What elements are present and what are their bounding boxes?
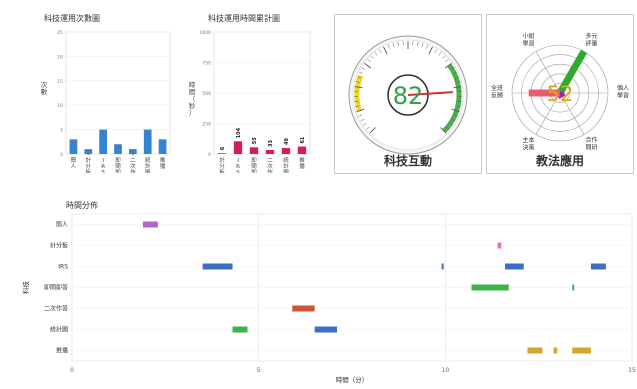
count-value-label: 3 bbox=[72, 141, 76, 147]
count-chart-title: 科技運用次數圖 bbox=[44, 13, 100, 23]
count-x-tick-label: 計分板 bbox=[86, 156, 92, 173]
time-bar bbox=[250, 147, 258, 154]
radar-title: 教法應用 bbox=[535, 153, 584, 168]
count-value-label: 1 bbox=[87, 151, 91, 157]
time-value-label: 6 bbox=[220, 146, 226, 150]
count-value-label: 5 bbox=[101, 132, 105, 138]
timeline-y-tick-label: IRS bbox=[58, 264, 68, 271]
count-y-axis-label: 次數 bbox=[41, 80, 48, 96]
gauge-value: 82 bbox=[393, 82, 424, 110]
timeline-x-tick-label: 15 bbox=[628, 367, 636, 374]
radar-axis-label: 合作問研 bbox=[585, 136, 597, 152]
radar-axis-label: 多元評量 bbox=[585, 32, 597, 48]
count-plot-area bbox=[66, 32, 170, 154]
timeline-segment bbox=[527, 348, 542, 354]
time-value-label: 33 bbox=[268, 139, 274, 146]
time-bar bbox=[218, 153, 226, 154]
count-y-tick-label: 25 bbox=[57, 30, 63, 36]
gauge-title: 科技互動 bbox=[384, 153, 432, 168]
timeline-x-tick-label: 5 bbox=[257, 367, 261, 374]
timeline-segment bbox=[203, 264, 233, 270]
count-value-label: 1 bbox=[131, 151, 135, 157]
count-x-tick-label: 即問即答 bbox=[115, 157, 121, 173]
radar-axis-label: 全班反饋 bbox=[491, 84, 503, 100]
time-y-tick-label: 0 bbox=[208, 152, 211, 158]
time-y-tick-label: 500 bbox=[202, 91, 211, 97]
count-x-tick-label: 推播 bbox=[160, 156, 166, 170]
time-x-tick-label: 推播 bbox=[299, 156, 305, 170]
time-chart-title: 科技運用時間累計圖 bbox=[208, 13, 280, 23]
timeline-x-tick-label: 10 bbox=[442, 367, 450, 374]
time-value-label: 104 bbox=[236, 127, 242, 138]
count-y-tick-label: 10 bbox=[57, 103, 63, 109]
timeline-segment bbox=[554, 348, 558, 354]
gauge-chart: 82 科技互動 bbox=[335, 15, 481, 173]
time-y-axis-label: 時間（秒） bbox=[189, 81, 196, 117]
radar-panel: 小組學習 多元評量個人學習合作問研 主本決策 全班反饋 52 教法應用 bbox=[486, 14, 634, 174]
timeline-segment bbox=[572, 348, 591, 354]
timeline-x-tick-label: 0 bbox=[70, 367, 74, 374]
timeline-segment bbox=[591, 264, 606, 270]
timeline-y-axis-label: 科技 bbox=[21, 281, 30, 295]
time-x-tick-label: 即問即答 bbox=[251, 157, 257, 173]
time-x-tick-label: 統計圖 bbox=[283, 156, 289, 173]
time-x-tick-label: 計分板 bbox=[219, 156, 225, 173]
count-value-label: 2 bbox=[116, 146, 120, 152]
count-bar-chart: 科技運用次數圖 0510152025次數3簡人1計分板5IRS2即問即答1二次作… bbox=[30, 8, 180, 173]
radar-axis-label: 個人學習 bbox=[617, 84, 629, 100]
radar-center-value: 52 bbox=[547, 82, 574, 106]
count-y-tick-label: 20 bbox=[57, 54, 63, 60]
time-y-tick-label: 1000 bbox=[200, 30, 212, 36]
time-y-tick-label: 250 bbox=[202, 122, 211, 128]
timeline-segment bbox=[505, 264, 524, 270]
count-x-tick-label: 二次作答 bbox=[130, 158, 136, 173]
timeline-segment bbox=[315, 327, 337, 333]
time-bar bbox=[298, 147, 306, 154]
count-y-tick-label: 0 bbox=[60, 152, 63, 158]
time-value-label: 49 bbox=[284, 138, 290, 145]
count-value-label: 3 bbox=[161, 141, 165, 147]
gauge-panel: 82 科技互動 bbox=[334, 14, 482, 174]
time-x-tick-label: 二次作答 bbox=[267, 158, 273, 173]
time-y-tick-label: 750 bbox=[202, 61, 211, 67]
time-value-label: 55 bbox=[252, 137, 258, 144]
timeline-y-tick-label: 簡人 bbox=[56, 221, 68, 229]
timeline-y-tick-label: 推播 bbox=[56, 347, 68, 355]
timeline-panel: 時間分佈 0 5 10 15 簡人計分板 IRS 即問即答二次作答統計圖推播時間（分） 科技 bbox=[20, 198, 637, 385]
time-bar bbox=[266, 150, 274, 154]
timeline-y-tick-label: 計分板 bbox=[50, 242, 68, 250]
count-y-tick-label: 5 bbox=[60, 128, 63, 134]
timeline-title: 時間分佈 bbox=[66, 200, 98, 210]
time-value-label: 61 bbox=[300, 136, 306, 143]
timeline-segment bbox=[498, 243, 502, 249]
time-bar bbox=[234, 141, 242, 154]
count-y-tick-label: 15 bbox=[57, 79, 63, 85]
timeline-segment bbox=[292, 306, 314, 312]
count-chart-panel: 科技運用次數圖 0510152025次數3簡人1計分板5IRS2即問即答1二次作… bbox=[30, 8, 180, 173]
timeline-segment bbox=[143, 222, 158, 228]
timeline-segment bbox=[471, 285, 508, 291]
count-x-tick-label: 簡人 bbox=[71, 156, 77, 170]
count-x-tick-label: 統計圖 bbox=[145, 156, 151, 173]
timeline-segment bbox=[442, 264, 444, 270]
count-value-label: 5 bbox=[146, 132, 150, 138]
timeline-x-axis-label: 時間（分） bbox=[336, 375, 369, 384]
timeline-segment bbox=[233, 327, 248, 333]
timeline-y-tick-label: 二次作答 bbox=[44, 305, 68, 313]
radar-axis-label: 小組學習 bbox=[522, 32, 534, 48]
timeline-y-tick-label: 統計圖 bbox=[50, 326, 68, 334]
radar-axis-label: 主本決策 bbox=[522, 136, 534, 152]
timeline-segment bbox=[572, 285, 574, 291]
timeline-y-tick-label: 即問即答 bbox=[44, 284, 68, 292]
time-bar bbox=[282, 148, 290, 154]
